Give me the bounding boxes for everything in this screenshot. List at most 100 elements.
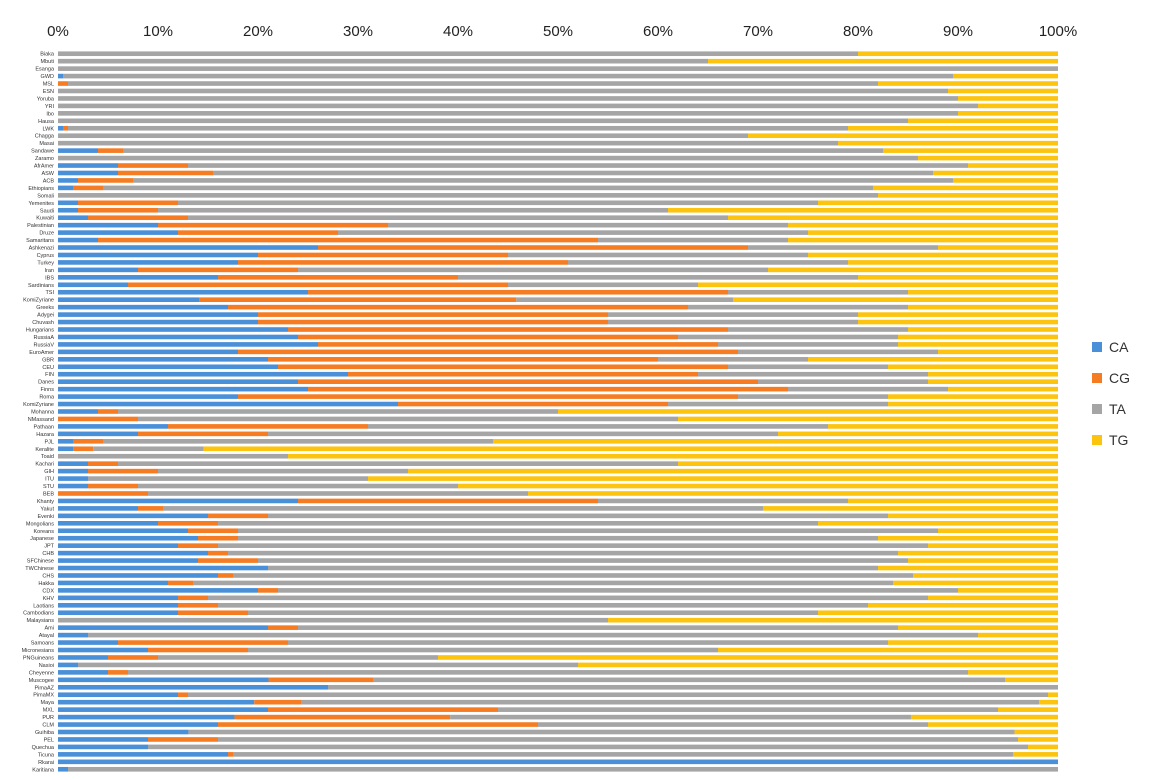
category-label: Ethiopians (28, 186, 54, 192)
bar-segment-ta (238, 528, 938, 534)
bar-segment-ca (58, 722, 218, 727)
bar-segment-ta (238, 535, 878, 541)
bar-segment-ta (278, 588, 958, 593)
bar-segment-ca (58, 580, 168, 586)
bar-segment-cg (118, 170, 213, 176)
bar-segment-tg (948, 88, 1058, 94)
bar-segment-ca (58, 461, 88, 466)
category-label: Atayal (39, 633, 54, 639)
category-label: CHS (42, 573, 54, 579)
bar-segment-ca (58, 714, 235, 720)
bar-segment-ca (58, 647, 148, 653)
bar-segment-ta (118, 461, 678, 466)
bar-segment-cg (138, 506, 163, 511)
bar-segment-tg (1048, 692, 1058, 698)
bar-segment-ta (298, 625, 898, 630)
bar-segment-tg (978, 103, 1058, 109)
bar-segment-ta (233, 573, 913, 578)
bar-segment-tg (763, 506, 1058, 511)
bar-segment-ta (388, 222, 788, 228)
bar-segment-ta (158, 207, 668, 213)
category-label: Zaramo (35, 156, 54, 162)
bar-segment-tg (878, 193, 1058, 198)
bar-segment-ca (58, 260, 238, 265)
bar-segment-tg (848, 498, 1058, 504)
bar-segment-ta (58, 111, 958, 116)
bar-segment-ta (78, 662, 578, 668)
bar-segment-cg (98, 409, 118, 414)
bar-segment-ca (58, 684, 328, 690)
category-label: GIH (44, 469, 54, 475)
bar-segment-cg (88, 483, 138, 489)
bar-segment-cg (268, 625, 298, 630)
category-label: NMassand (28, 417, 54, 423)
category-label: Cheyenne (29, 670, 54, 676)
bar-segment-cg (168, 424, 368, 429)
bar-segment-ta (268, 513, 888, 519)
legend-label-ca: CA (1109, 339, 1129, 355)
category-label: Micronesians (22, 648, 55, 654)
bar-segment-tg (928, 595, 1058, 601)
bar-segment-tg (818, 610, 1058, 616)
bar-segment-tg (928, 371, 1058, 377)
bar-segment-ta (138, 416, 678, 422)
bar-segment-ca (58, 625, 268, 630)
bar-segment-ta (163, 506, 763, 511)
category-label: CEU (42, 365, 54, 371)
bar-segment-tg (558, 409, 1058, 414)
category-label: TWChinese (25, 566, 54, 572)
category-label: MSL (43, 82, 54, 88)
bar-segment-ta (118, 409, 558, 414)
category-label: PimaAZ (34, 685, 54, 691)
bar-segment-cg (88, 215, 188, 221)
bar-segment-ca (58, 282, 128, 288)
category-label: Hungarians (26, 328, 54, 334)
bar-segment-ta (458, 275, 858, 280)
bar-segment-ca (58, 483, 88, 489)
bar-segment-ca (58, 252, 258, 258)
category-label: Sandawe (31, 149, 54, 155)
bar-segment-ca (58, 185, 73, 191)
bar-segment-tg (1005, 677, 1058, 683)
bar-segment-cg (199, 297, 517, 303)
bar-segment-ca (58, 319, 258, 325)
bar-segment-cg (58, 491, 148, 496)
bar-segment-tg (888, 640, 1058, 645)
bar-segment-tg (918, 155, 1058, 161)
bar-segment-tg (933, 170, 1058, 176)
bar-segment-ca (58, 230, 178, 235)
bar-segment-ca (58, 707, 268, 712)
category-label: KomiZyriane (23, 298, 54, 304)
bar-segment-cg (73, 439, 103, 444)
bar-segment-tg (953, 73, 1058, 79)
category-label: Mbuti (41, 59, 54, 65)
category-label: RussiaV (34, 342, 55, 348)
bar-segment-ta (328, 684, 1058, 690)
bar-segment-tg (678, 416, 1058, 422)
legend-swatch-ta (1092, 404, 1102, 414)
bar-segment-tg (978, 632, 1058, 638)
bar-segment-ta (128, 670, 968, 675)
bar-segment-cg (178, 595, 208, 601)
category-label: Yemenites (29, 201, 55, 207)
category-label: ASW (41, 171, 54, 177)
bar-segment-ca (58, 163, 118, 168)
bar-segment-tg (578, 662, 1058, 668)
bar-segment-cg (63, 125, 68, 131)
bar-segment-tg (913, 573, 1058, 578)
bar-segment-ta (288, 640, 888, 645)
bar-segment-cg (318, 342, 718, 347)
bar-segment-ca (58, 289, 308, 295)
bar-segment-tg (958, 588, 1058, 593)
category-label: Ibo (46, 111, 54, 117)
bar-segment-cg (298, 379, 758, 384)
bar-segment-cg (268, 707, 498, 712)
bar-segment-ca (58, 304, 228, 310)
category-label: Koreans (34, 529, 55, 535)
bar-segment-ca (58, 357, 268, 362)
bar-segment-ta (516, 297, 733, 303)
category-label: PNGuineans (23, 655, 54, 661)
bar-segment-tg (608, 617, 1058, 623)
bar-segment-ta (658, 357, 808, 362)
bar-segment-ta (450, 714, 911, 720)
